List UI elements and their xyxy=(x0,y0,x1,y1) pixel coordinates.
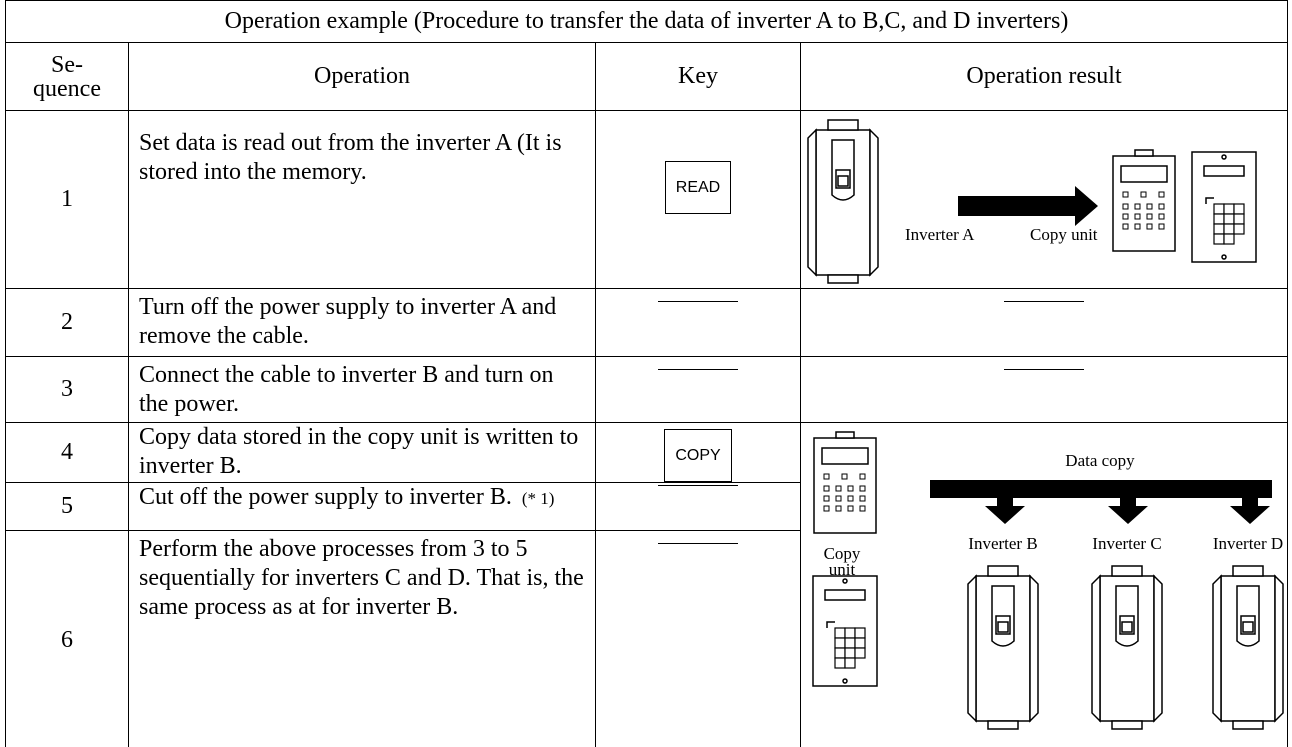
seq: 4 xyxy=(5,422,129,483)
dash xyxy=(1004,301,1085,302)
key-button: COPY xyxy=(664,429,732,482)
operation-table: Operation example (Procedure to transfer… xyxy=(4,0,1289,747)
operation-text: Cut off the power supply to inverter B. xyxy=(139,484,512,510)
table-title: Operation example (Procedure to transfer… xyxy=(4,0,1289,43)
header: Key xyxy=(595,42,801,111)
dash xyxy=(658,485,738,486)
seq: 5 xyxy=(5,482,129,531)
seq: 1 xyxy=(5,110,129,289)
operation: Copy data stored in the copy unit is wri… xyxy=(128,422,596,483)
dash xyxy=(658,369,738,370)
header: Operation xyxy=(128,42,596,111)
seq: 3 xyxy=(5,356,129,423)
operation: Connect the cable to inverter B and turn… xyxy=(128,356,596,423)
note: (* 1) xyxy=(521,489,555,508)
result-cell xyxy=(799,110,1289,289)
operation: Set data is read out from the inverter A… xyxy=(128,110,596,289)
header: Operation result xyxy=(799,42,1289,111)
operation: Turn off the power supply to inverter A … xyxy=(128,288,596,357)
dash xyxy=(658,301,738,302)
dash xyxy=(658,543,738,544)
dash xyxy=(1004,369,1085,370)
header: Se- quence xyxy=(5,42,129,111)
result-cell xyxy=(799,422,1289,747)
key-button: READ xyxy=(664,161,732,214)
seq: 6 xyxy=(5,530,129,747)
operation: Perform the above processes from 3 to 5 … xyxy=(128,530,596,747)
seq: 2 xyxy=(5,288,129,357)
operation: Cut off the power supply to inverter B. (… xyxy=(128,482,596,531)
